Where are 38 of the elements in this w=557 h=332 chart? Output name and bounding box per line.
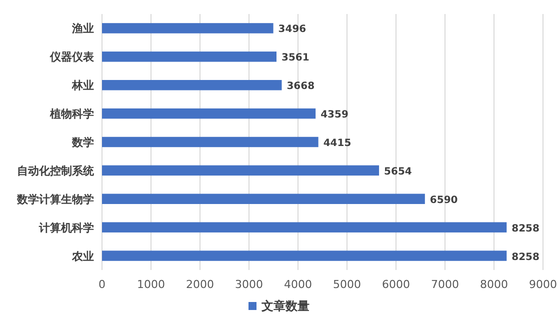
bar — [102, 136, 318, 148]
data-label: 6590 — [430, 194, 458, 206]
data-label: 4415 — [323, 138, 352, 149]
x-tick-label: 8000 — [480, 278, 508, 291]
y-tick-label: 数学计算生物学 — [16, 192, 94, 206]
data-label: 3668 — [286, 81, 315, 92]
x-tick-label: 5000 — [333, 278, 361, 291]
bar — [102, 108, 316, 119]
bar — [102, 194, 425, 204]
bar — [102, 165, 380, 176]
data-label: 5654 — [384, 166, 412, 178]
x-tick-label: 9000 — [529, 278, 557, 291]
bar — [102, 222, 507, 232]
x-tick-label: 1000 — [137, 278, 165, 291]
x-tick-label: 2000 — [186, 278, 214, 291]
y-tick-label: 林业 — [71, 79, 94, 92]
y-tick-label: 自动化控制系统 — [17, 164, 95, 178]
data-label: 3496 — [278, 24, 306, 36]
y-tick-label: 植物科学 — [49, 108, 94, 121]
y-tick-label: 渔业 — [71, 22, 94, 36]
data-label: 3561 — [281, 52, 310, 64]
data-label: 8258 — [512, 223, 540, 234]
x-tick-label: 4000 — [284, 278, 312, 291]
x-tick-label: 7000 — [431, 278, 459, 291]
x-tick-label: 6000 — [382, 278, 410, 291]
y-tick-label: 计算机科学 — [38, 221, 94, 234]
bar — [102, 23, 274, 34]
y-tick-label: 仪器仪表 — [49, 50, 95, 64]
bar — [102, 80, 282, 90]
x-tick-label: 0 — [98, 278, 106, 291]
data-label: 4359 — [320, 110, 348, 121]
y-tick-label: 农业 — [71, 250, 94, 263]
x-tick-label: 3000 — [235, 278, 263, 291]
legend-label: 文章数量 — [260, 299, 310, 313]
data-label: 8258 — [512, 252, 540, 263]
bar — [102, 250, 507, 261]
y-tick-label: 数学 — [71, 136, 94, 149]
bar — [102, 52, 276, 62]
